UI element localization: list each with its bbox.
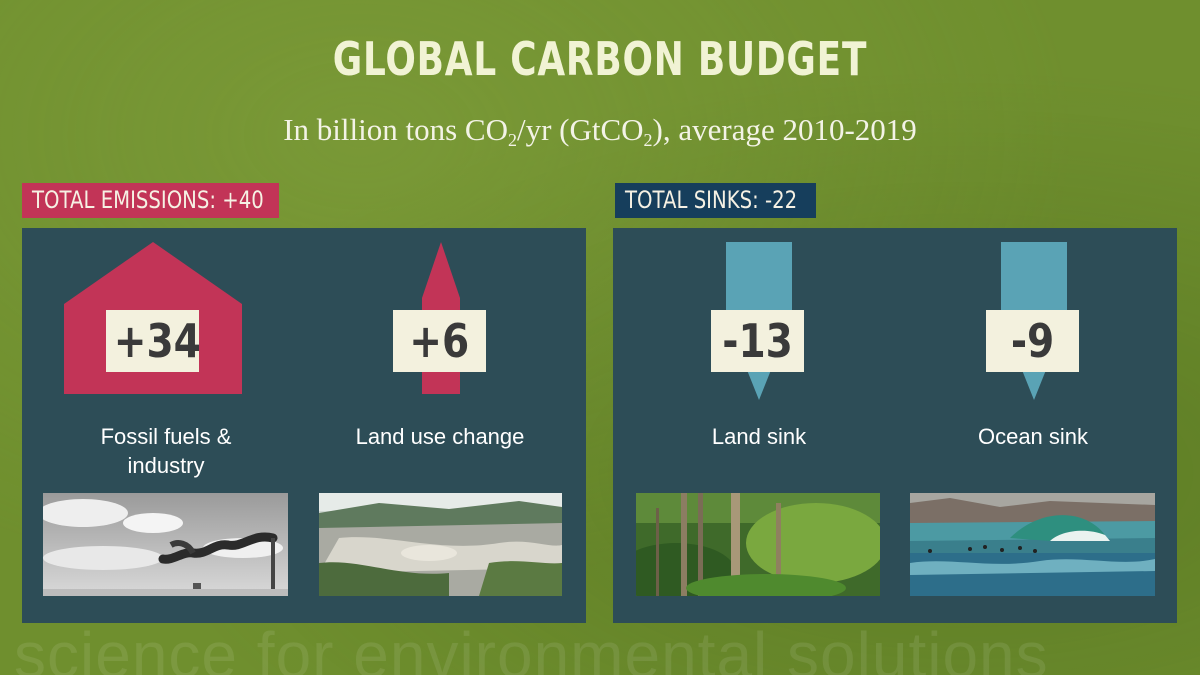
sinks-panel: -13 Land sink -9 Ocean sink [613,228,1177,623]
ocean-sink-label: Ocean sink [977,424,1089,449]
subtitle: In billion tons CO2/yr (GtCO2), average … [283,112,917,150]
land-use-label: Land use change [355,424,525,449]
mining-landscape-photo [319,493,562,596]
land-sink-label: Land sink [711,424,807,449]
smokestack-photo [43,493,288,596]
forest-photo [636,493,880,596]
fossil-fuels-label: Fossil fuels & industry [100,424,232,478]
ocean-wave-photo [910,493,1155,596]
page-title: GLOBAL CARBON BUDGET [332,32,868,86]
total-sinks-tag: TOTAL SINKS: -22 [615,183,816,218]
watermark: science for environmental solutions [14,619,1049,675]
emissions-panel: +34 Fossil fuels & industry +6 Land use … [22,228,586,623]
land-use-value: +6 [393,310,486,372]
total-emissions-tag: TOTAL EMISSIONS: +40 [22,183,279,218]
fossil-fuels-value: +34 [106,310,201,372]
land-sink-value: -13 [711,310,804,372]
ocean-sink-value: -9 [986,310,1079,372]
